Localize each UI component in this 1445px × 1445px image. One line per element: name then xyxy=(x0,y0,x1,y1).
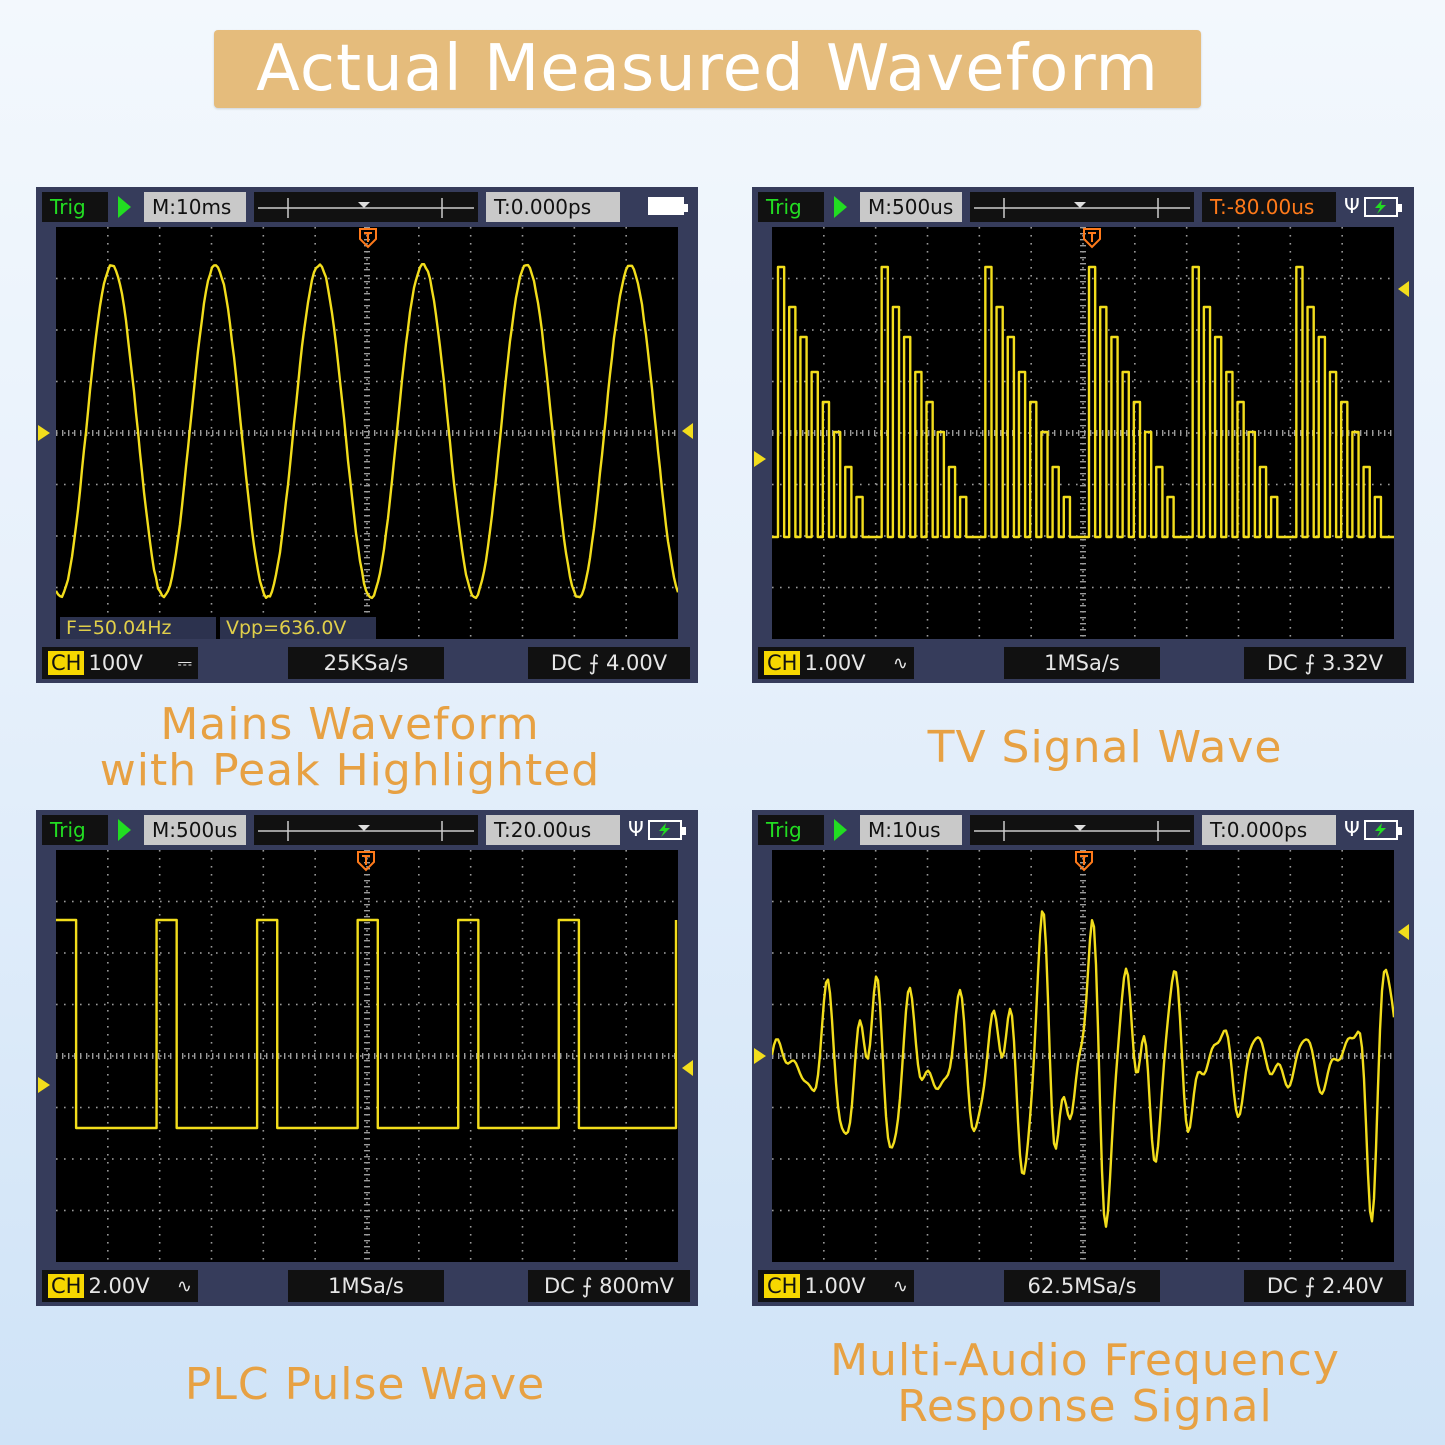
page-title: Actual Measured Waveform xyxy=(256,37,1159,101)
caption-plc-pulse: PLC Pulse Wave xyxy=(80,1362,650,1408)
trigger-position-icon xyxy=(358,227,378,249)
scope-screen-mains: Trig M:10ms T:0.000ps F=50.04Hz Vpp=636.0V CH… xyxy=(36,187,698,683)
caption-line: PLC Pulse Wave xyxy=(80,1362,650,1408)
battery-charging-icon xyxy=(1364,197,1398,217)
sample-rate: 62.5MSa/s xyxy=(1004,1270,1160,1302)
run-state-icon xyxy=(118,819,131,841)
trigger-position-icon xyxy=(1074,850,1094,872)
usb-icon: Ψ xyxy=(1344,194,1360,218)
caption-line: Mains Waveform xyxy=(70,702,630,748)
run-state-icon xyxy=(834,819,847,841)
trigger-time-label: T:0.000ps xyxy=(486,192,620,222)
waveform-display xyxy=(56,850,678,1262)
volts-per-div: 2.00V xyxy=(88,1274,149,1298)
caption-line: Multi-Audio Frequency xyxy=(800,1338,1370,1384)
timebase-label: M:10us xyxy=(860,815,962,845)
scope-screen-audio: Trig M:10us T:0.000ps Ψ CH 1.00V ∿ 62.5MSa/s DC … xyxy=(752,810,1414,1306)
coupling-icon: ∿ xyxy=(177,1276,192,1297)
run-state-icon xyxy=(118,196,131,218)
caption-tv-signal: TV Signal Wave xyxy=(820,725,1390,771)
ground-marker xyxy=(754,451,766,467)
trigger-position-icon xyxy=(1082,227,1102,249)
run-state-icon xyxy=(834,196,847,218)
trig-status: Trig xyxy=(758,192,824,222)
waveform-display xyxy=(56,227,678,639)
memory-timeline xyxy=(254,192,478,222)
trigger-settings: DC ⨍ 2.40V xyxy=(1244,1270,1406,1302)
sample-rate: 1MSa/s xyxy=(1004,647,1160,679)
trigger-level-marker xyxy=(1398,281,1409,297)
volts-per-div: 1.00V xyxy=(804,651,865,675)
trigger-position-icon xyxy=(356,850,376,872)
waveform-display xyxy=(772,227,1394,639)
coupling-icon: ∿ xyxy=(893,653,908,674)
vpp-readout: Vpp=636.0V xyxy=(220,617,376,639)
trigger-time-label: T:20.00us xyxy=(486,815,620,845)
usb-icon: Ψ xyxy=(1344,817,1360,841)
memory-timeline xyxy=(970,192,1194,222)
ground-marker xyxy=(754,1048,766,1064)
memory-timeline xyxy=(254,815,478,845)
caption-line: with Peak Highlighted xyxy=(70,748,630,794)
caption-line: TV Signal Wave xyxy=(820,725,1390,771)
sample-rate: 1MSa/s xyxy=(288,1270,444,1302)
frequency-readout: F=50.04Hz xyxy=(60,617,216,639)
trigger-settings: DC ⨍ 4.00V xyxy=(528,647,690,679)
memory-timeline xyxy=(970,815,1194,845)
channel-settings: CH 100V ⎓ xyxy=(42,647,198,679)
sample-rate: 25KSa/s xyxy=(288,647,444,679)
trigger-level-marker xyxy=(682,423,693,439)
caption-mains: Mains Waveform with Peak Highlighted xyxy=(70,702,630,794)
timebase-label: M:500us xyxy=(860,192,962,222)
volts-per-div: 100V xyxy=(88,651,142,675)
channel-settings: CH 2.00V ∿ xyxy=(42,1270,198,1302)
volts-per-div: 1.00V xyxy=(804,1274,865,1298)
battery-charging-icon xyxy=(648,820,682,840)
scope-screen-tv-signal: Trig M:500us T:-80.00us Ψ CH 1.00V ∿ 1MSa/s DC ⨍… xyxy=(752,187,1414,683)
trig-status: Trig xyxy=(42,815,108,845)
channel-settings: CH 1.00V ∿ xyxy=(758,647,914,679)
channel-tag: CH xyxy=(48,651,84,675)
channel-tag: CH xyxy=(48,1274,84,1298)
title-banner: Actual Measured Waveform xyxy=(214,30,1201,108)
trig-status: Trig xyxy=(42,192,108,222)
coupling-icon: ⎓ xyxy=(178,653,192,674)
battery-charging-icon xyxy=(1364,820,1398,840)
waveform-display xyxy=(772,850,1394,1262)
trigger-settings: DC ⨍ 800mV xyxy=(528,1270,690,1302)
channel-tag: CH xyxy=(764,1274,800,1298)
ground-marker xyxy=(38,1077,50,1093)
channel-tag: CH xyxy=(764,651,800,675)
timebase-label: M:10ms xyxy=(144,192,246,222)
usb-icon: Ψ xyxy=(628,817,644,841)
trigger-time-label: T:-80.00us xyxy=(1202,192,1336,222)
trig-status: Trig xyxy=(758,815,824,845)
timebase-label: M:500us xyxy=(144,815,246,845)
trigger-settings: DC ⨍ 3.32V xyxy=(1244,647,1406,679)
scope-screen-plc-pulse: Trig M:500us T:20.00us Ψ CH 2.00V ∿ 1MSa/s DC ⨍ … xyxy=(36,810,698,1306)
trigger-time-label: T:0.000ps xyxy=(1202,815,1336,845)
caption-audio: Multi-Audio Frequency Response Signal xyxy=(800,1338,1370,1430)
caption-line: Response Signal xyxy=(800,1384,1370,1430)
trigger-level-marker xyxy=(682,1060,693,1076)
channel-settings: CH 1.00V ∿ xyxy=(758,1270,914,1302)
battery-icon xyxy=(648,197,684,215)
ground-marker xyxy=(38,425,50,441)
trigger-level-marker xyxy=(1398,924,1409,940)
coupling-icon: ∿ xyxy=(893,1276,908,1297)
